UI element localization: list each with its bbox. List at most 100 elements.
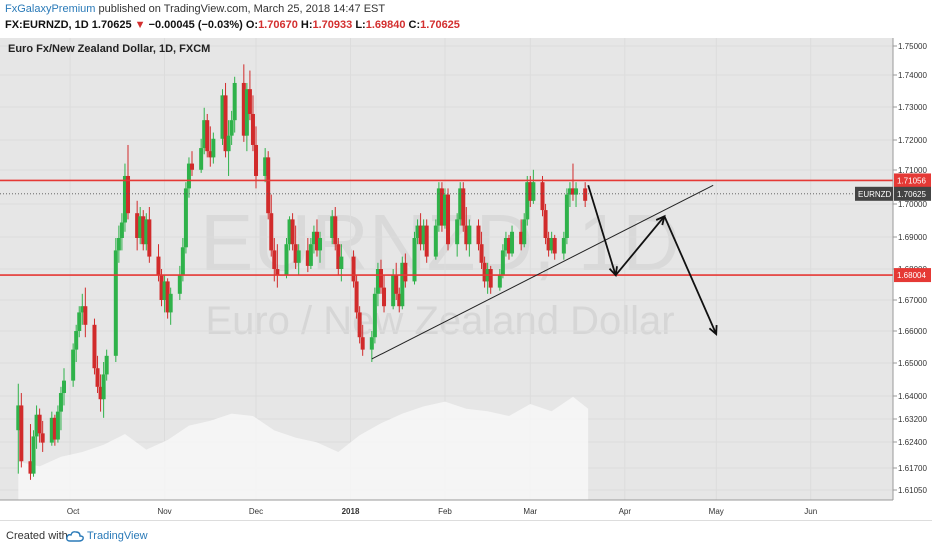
candle-body [83,306,88,325]
candle-body [266,157,271,214]
price-tick-label: 1.70000 [898,200,927,209]
low-value: 1.69840 [365,19,406,31]
candle-body [488,269,493,288]
price-tick-label: 1.74000 [898,71,927,80]
projection-arrowhead [708,325,718,336]
time-tick-label: Feb [438,507,452,516]
time-tick-label: Dec [249,507,263,516]
price-tick-label: 1.64000 [898,392,927,401]
candle-body [549,237,554,251]
candle-body [442,194,447,226]
trendline [371,184,714,360]
open-label: O: [245,19,259,31]
candle-body [284,244,289,276]
candle-body [497,275,502,288]
candle-body [28,461,33,474]
price-tick-label: 1.66000 [898,327,927,336]
candle-body [202,120,207,149]
change-value: −0.00045 (−0.03%) [148,19,243,31]
candle-body [418,225,423,245]
time-tick-label: Nov [157,507,171,516]
candle-body [561,237,566,254]
time-tick-label: Jun [804,507,817,516]
drawings [371,184,718,360]
candle-body [378,269,383,288]
time-axis-labels: Oct Nov Dec 2018 Feb Mar Apr May Jun [67,507,817,516]
price-axis-labels: 1.75000 1.74000 1.73000 1.72000 1.71000 1.700… [893,42,927,495]
candle-body [397,293,402,307]
candle-body [506,237,511,254]
candle-body [570,188,575,195]
candle-body [205,120,210,152]
candle-body [339,256,344,269]
candle-body [314,231,319,251]
candle-body [394,275,399,294]
symbol-tag-label: EURNZD [858,190,892,199]
candle-body [308,244,313,266]
last-price-tag [894,186,931,201]
candle-body [31,436,36,474]
time-tick-label: May [709,507,724,516]
candle-body [382,287,387,307]
candle-body [49,417,54,443]
open-value: 1.70670 [258,19,298,31]
time-axis[interactable] [0,500,893,520]
projection-segment [587,185,617,276]
candle-body [564,194,569,238]
tradingview-link[interactable]: TradingView [87,530,148,542]
candle-body [357,312,362,338]
candle-body [244,89,249,136]
candle-body [92,324,97,369]
candle-body [113,250,118,356]
candle-body [190,163,195,170]
candle-body [223,95,228,152]
price-tick-label: 1.67000 [898,296,927,305]
candle-body [482,262,487,282]
candle-body [446,194,451,245]
candle-body [330,216,335,238]
candle-body [269,213,274,251]
publish-info: FxGalaxyPremium published on TradingView… [5,3,385,15]
candle-body [37,414,42,434]
candle-body [229,120,234,136]
candle-body [391,275,396,307]
level-price-tag-label: 1.71056 [897,176,926,185]
candle-body [126,175,131,214]
published-text: published on TradingView.com, March 25, … [98,3,386,15]
candle-body [403,262,408,282]
candle-body [531,182,536,201]
author-link[interactable]: FxGalaxyPremium [5,3,96,15]
down-arrow-icon: ▼ [134,19,146,31]
candle-body [540,182,545,211]
candle-body [415,225,420,238]
symbol-line: FX:EURNZD, 1D [5,19,89,31]
time-tick-label: Oct [67,507,80,516]
candle-body [503,237,508,251]
price-tick-label: 1.72000 [898,136,927,145]
level-price-tag [894,173,931,188]
candle-body [40,433,45,443]
candle-body [293,244,298,263]
candle-body [433,225,438,257]
candle-body [180,247,185,276]
candle-body [436,188,441,226]
price-chart[interactable]: EURNZD, 1D Euro / New Zealand Dollar 1.7… [0,38,932,520]
candle-body [16,405,21,431]
candle-body [458,188,463,220]
price-tick-label: 1.62400 [898,438,927,447]
created-with-text: Created with [6,530,68,542]
candle-body [583,188,588,201]
candle-body [186,163,191,189]
level-price-tag-label: 1.68004 [897,271,926,280]
candle-body [147,219,152,257]
candle-body [80,306,85,313]
close-value: 1.70625 [420,19,460,31]
candle-body [263,157,268,176]
candle-body [522,219,527,245]
candle-body [58,393,63,412]
candle-body [275,269,280,276]
price-tick-label: 1.65000 [898,359,927,368]
high-value: 1.70933 [312,19,353,31]
volume-area [18,396,589,500]
candle-body [305,250,310,266]
